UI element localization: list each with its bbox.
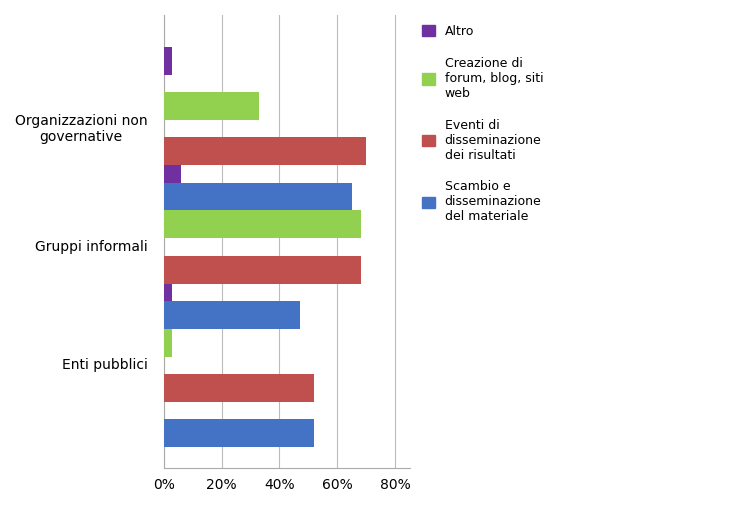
Bar <box>164 47 172 75</box>
Bar <box>164 419 314 447</box>
Bar <box>164 329 172 356</box>
Bar <box>164 283 172 311</box>
Legend: Altro, Creazione di
forum, blog, siti
web, Eventi di
disseminazione
dei risultat: Altro, Creazione di forum, blog, siti we… <box>418 21 547 227</box>
Bar <box>164 183 352 210</box>
Bar <box>164 374 314 402</box>
Bar <box>164 165 181 193</box>
Bar <box>164 210 360 238</box>
Bar <box>164 137 366 165</box>
Bar <box>164 92 259 120</box>
Bar <box>164 256 360 283</box>
Bar <box>164 301 300 329</box>
